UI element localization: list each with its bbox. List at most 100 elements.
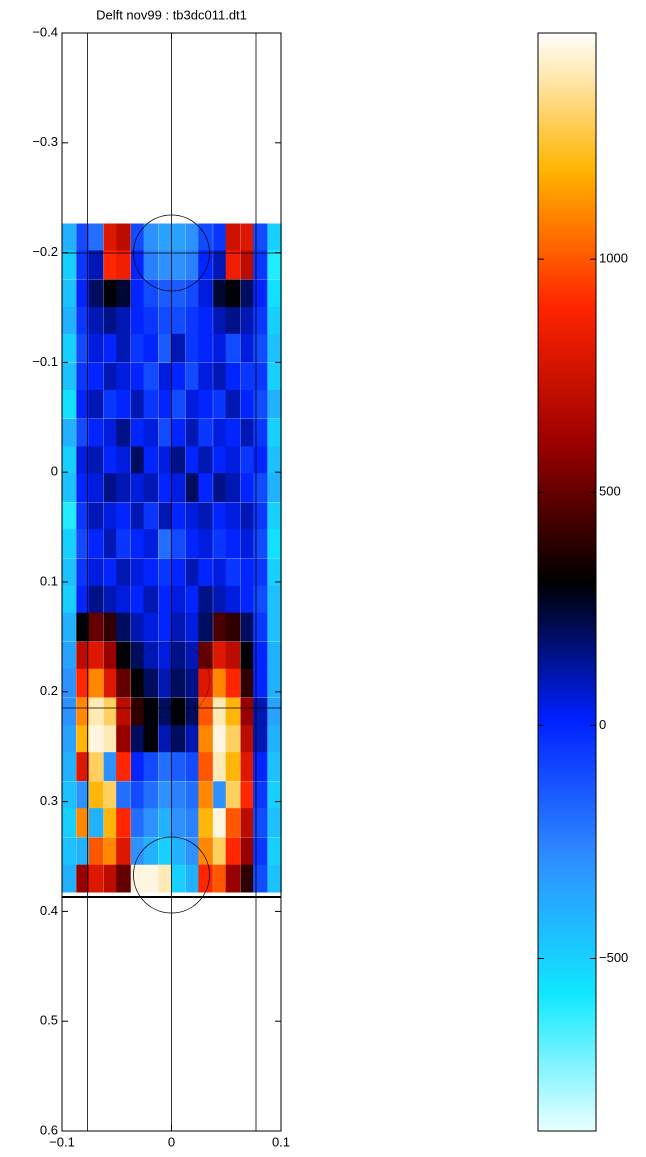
heat-cell [240, 473, 254, 503]
heat-cell [170, 502, 186, 531]
heat-cell [88, 279, 104, 308]
heat-cell [225, 418, 241, 447]
heat-cell [76, 250, 90, 280]
heat-cell [267, 446, 282, 475]
heat-cell [88, 389, 104, 419]
heat-cell [185, 279, 200, 308]
heat-cell [103, 837, 118, 866]
y-tick-label: −0.4 [32, 24, 58, 39]
heat-cell [88, 864, 104, 893]
heat-cell [143, 558, 159, 587]
heat-cell [61, 473, 76, 503]
heat-cell [240, 585, 254, 614]
heat-cell [143, 418, 159, 447]
heat-cell [88, 725, 104, 754]
heat-cell [143, 446, 159, 475]
heat-cell [103, 446, 118, 475]
heat-cell [170, 641, 186, 670]
heat-cell [213, 808, 227, 838]
heat-cell [116, 781, 131, 810]
heat-cell [116, 362, 131, 391]
heat-cell [170, 473, 186, 503]
heat-cell [240, 446, 254, 475]
heat-cell [158, 529, 172, 559]
heat-cell [103, 389, 118, 419]
heat-cell [130, 223, 145, 252]
heat-cell [143, 250, 159, 280]
heat-cell [116, 306, 131, 335]
heat-cell [103, 362, 118, 391]
y-tick-label: 0.2 [40, 683, 58, 698]
heat-cell [198, 279, 213, 308]
heat-cell [88, 306, 104, 335]
heat-cell [158, 808, 172, 838]
heat-cell [61, 446, 76, 475]
heat-cell [130, 612, 145, 642]
y-tick-label: −0.1 [32, 354, 58, 369]
heat-cell [240, 612, 254, 642]
heat-cell [198, 306, 213, 335]
heat-cell [253, 279, 268, 308]
heat-cell [240, 752, 254, 782]
heat-cell [130, 585, 145, 614]
heat-cell [61, 362, 76, 391]
heat-cell [185, 529, 200, 559]
heat-cell [88, 333, 104, 363]
heat-cell [143, 781, 159, 810]
heat-cell [76, 558, 90, 587]
heat-cell [61, 529, 76, 559]
heat-cell [76, 668, 90, 698]
heat-cell [130, 837, 145, 866]
heat-cell [267, 250, 282, 280]
heat-cell [143, 752, 159, 782]
heat-cell [253, 752, 268, 782]
heat-cell [88, 558, 104, 587]
heat-cell [267, 418, 282, 447]
heat-cell [88, 362, 104, 391]
heat-cell [103, 250, 118, 280]
heat-cell [103, 306, 118, 335]
y-tick-label: 0.6 [40, 1122, 58, 1137]
heat-cell [267, 502, 282, 531]
heat-cell [213, 864, 227, 893]
colorbar-tick-label: 500 [599, 484, 621, 499]
heat-cell [143, 668, 159, 698]
heat-cell [267, 668, 282, 698]
heat-cell [185, 585, 200, 614]
heat-cell [240, 333, 254, 363]
heat-cell [225, 362, 241, 391]
heat-cell [170, 558, 186, 587]
heat-cell [225, 446, 241, 475]
heat-cell [225, 752, 241, 782]
heat-cell [103, 223, 118, 252]
heat-cell [76, 446, 90, 475]
heat-cell [240, 668, 254, 698]
heat-cell [253, 781, 268, 810]
heat-cell [213, 752, 227, 782]
heat-cell [76, 864, 90, 893]
heat-cell [170, 306, 186, 335]
colorbar-tick-label: 0 [599, 717, 606, 732]
heat-cell [198, 612, 213, 642]
heat-cell [225, 223, 241, 252]
heat-cell [240, 362, 254, 391]
heat-cell [103, 612, 118, 642]
heat-cell [76, 752, 90, 782]
heat-cell [185, 306, 200, 335]
heat-cell [170, 333, 186, 363]
heat-cell [185, 502, 200, 531]
heat-cell [213, 502, 227, 531]
heat-cell [213, 725, 227, 754]
heat-cell [61, 725, 76, 754]
heat-cell [76, 529, 90, 559]
heat-cell [253, 864, 268, 893]
heat-cell [225, 612, 241, 642]
heat-cell [198, 725, 213, 754]
heat-cell [116, 502, 131, 531]
heat-cell [76, 808, 90, 838]
heat-cell [116, 333, 131, 363]
heat-cell [225, 837, 241, 866]
heat-cell [130, 333, 145, 363]
heat-cell [267, 585, 282, 614]
